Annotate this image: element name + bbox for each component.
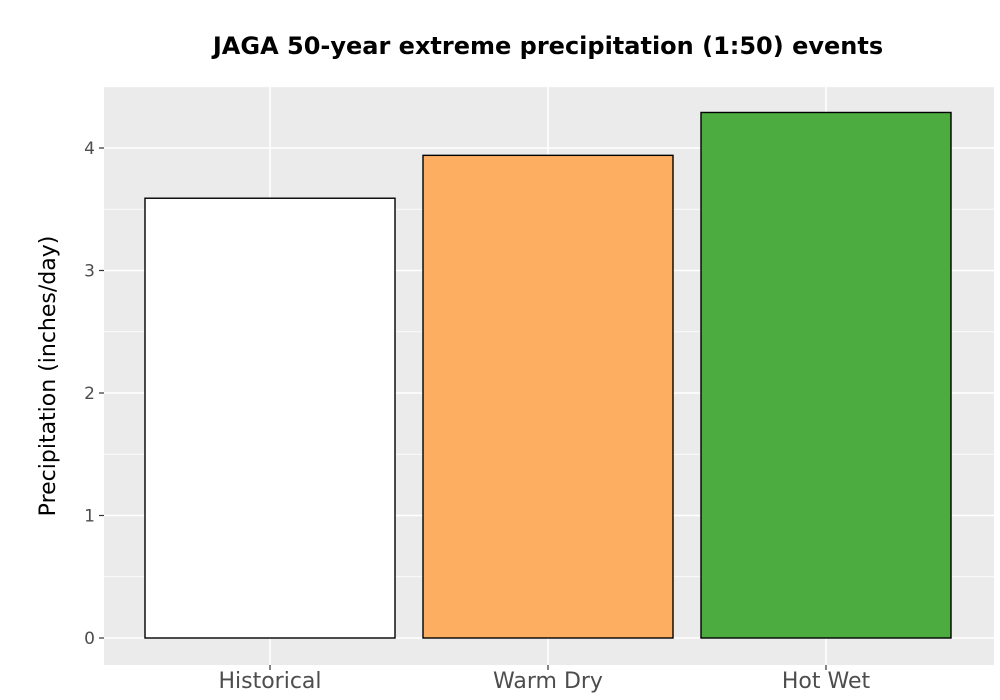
x-axis-ticks: Historical Warm Dry Hot Wet <box>218 665 870 694</box>
bar-warm-dry <box>422 154 674 639</box>
bar-hot-wet <box>700 111 952 639</box>
chart-title: JAGA 50-year extreme precipitation (1:50… <box>211 32 883 60</box>
y-axis-ticks: 0 1 2 3 4 <box>84 139 104 649</box>
bar-historical <box>144 197 396 639</box>
x-tick-label: Hot Wet <box>782 669 871 694</box>
y-axis-label: Precipitation (inches/day) <box>36 236 61 517</box>
bars <box>144 111 952 639</box>
y-tick-label: 4 <box>84 139 95 159</box>
y-tick-label: 2 <box>84 384 95 404</box>
y-tick-label: 3 <box>84 262 95 282</box>
y-tick-label: 0 <box>84 629 95 649</box>
y-tick-label: 1 <box>84 507 95 527</box>
x-tick-label: Historical <box>218 669 321 694</box>
x-tick-label: Warm Dry <box>493 669 603 694</box>
